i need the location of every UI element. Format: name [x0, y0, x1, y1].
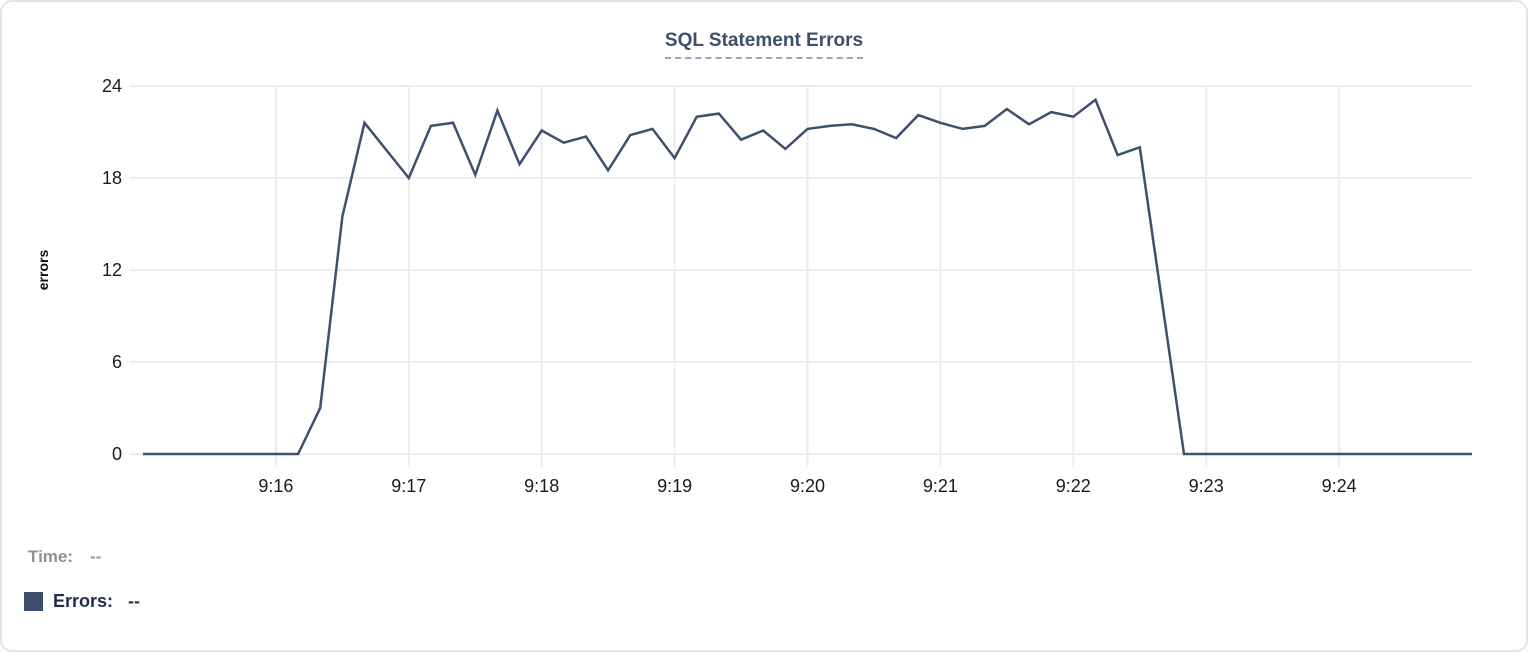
time-value: --: [90, 547, 102, 566]
x-tick-label: 9:17: [391, 476, 426, 496]
chart-header: SQL Statement Errors: [2, 30, 1526, 59]
y-tick-label: 12: [102, 260, 122, 280]
y-tick-label: 18: [102, 168, 122, 188]
x-tick-label: 9:19: [657, 476, 692, 496]
x-tick-label: 9:20: [790, 476, 825, 496]
x-tick-label: 9:18: [524, 476, 559, 496]
sql-errors-line-chart[interactable]: 0 6 12 18 24 9:16 9:17 9:18 9:19 9:20 9:21 9:22 9:23…: [2, 2, 1528, 514]
x-tick-label: 9:16: [258, 476, 293, 496]
y-tick-label: 24: [102, 76, 122, 96]
x-tick-label: 9:24: [1322, 476, 1357, 496]
x-tick-label: 9:22: [1056, 476, 1091, 496]
errors-series-swatch: [24, 591, 43, 611]
hover-readout-errors: Errors: --: [24, 589, 140, 613]
chart-title[interactable]: SQL Statement Errors: [664, 30, 864, 59]
errors-series-line: [143, 97, 1472, 456]
y-tick-label: 0: [112, 444, 122, 464]
errors-value: --: [128, 590, 141, 611]
errors-label: Errors:: [53, 590, 114, 611]
y-axis-title: errors: [35, 250, 51, 291]
y-tick-label: 6: [112, 352, 122, 372]
x-tick-label: 9:21: [923, 476, 958, 496]
x-tick-label: 9:23: [1189, 476, 1224, 496]
hover-readout-time: Time: --: [28, 545, 101, 569]
time-label: Time:: [28, 547, 74, 566]
